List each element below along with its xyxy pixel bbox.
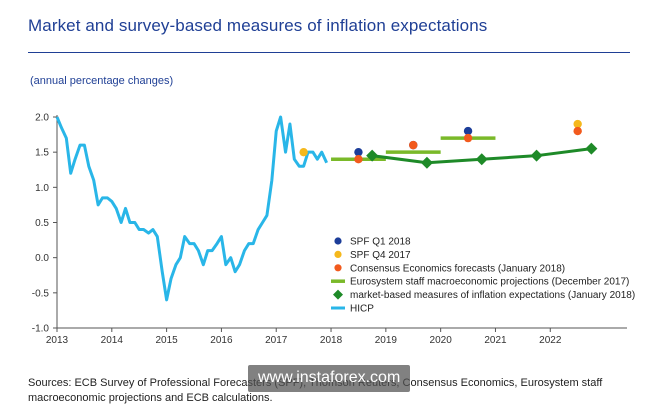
- y-tick-label: 1.0: [35, 183, 49, 194]
- forecast-point: [463, 133, 473, 143]
- chart-title: Market and survey-based measures of infl…: [28, 16, 488, 35]
- legend-label: Consensus Economics forecasts (January 2…: [350, 263, 565, 274]
- x-tick-label: 2018: [320, 335, 343, 346]
- y-tick-label: 0.5: [35, 218, 49, 229]
- legend-dot-marker: [334, 250, 342, 258]
- forecast-point: [463, 126, 473, 136]
- market-based-marker: [366, 149, 379, 162]
- x-tick-label: 2019: [375, 335, 398, 346]
- title-divider: [28, 52, 630, 53]
- x-tick-label: 2016: [210, 335, 233, 346]
- chart-subtitle: (annual percentage changes): [30, 75, 174, 87]
- legend-label: market-based measures of inflation expec…: [350, 290, 635, 301]
- hicp-line: [55, 115, 329, 302]
- forecast-point: [299, 147, 308, 157]
- x-tick-label: 2020: [430, 335, 453, 346]
- legend-dot-marker: [334, 264, 342, 272]
- legend-label: HICP: [350, 304, 374, 315]
- forecast-point: [409, 140, 418, 150]
- market-based-marker: [530, 149, 543, 162]
- x-tick-label: 2022: [539, 335, 562, 346]
- watermark: www.instaforex.com: [248, 365, 411, 392]
- legend-label: Eurosystem staff macroeconomic projectio…: [350, 277, 629, 288]
- market-based-marker: [585, 142, 598, 155]
- x-tick-label: 2014: [101, 335, 124, 346]
- forecast-point: [573, 119, 582, 129]
- legend-label: SPF Q1 2018: [350, 237, 411, 248]
- x-tick-label: 2013: [46, 335, 69, 346]
- x-tick-label: 2017: [265, 335, 288, 346]
- market-based-marker: [475, 153, 488, 166]
- forecast-point: [354, 147, 363, 157]
- legend-dot-marker: [334, 237, 342, 245]
- forecast-point: [573, 126, 582, 136]
- source-line-2: macroeconomic projections and ECB calcul…: [28, 392, 273, 404]
- legend-diamond-marker: [333, 289, 343, 300]
- market-based-marker: [420, 156, 433, 169]
- legend-label: SPF Q4 2017: [350, 250, 411, 261]
- y-tick-label: 2.0: [35, 113, 49, 124]
- x-tick-label: 2015: [155, 335, 178, 346]
- forecast-point: [354, 155, 363, 164]
- y-tick-label: -1.0: [32, 324, 50, 335]
- x-tick-label: 2021: [484, 335, 507, 346]
- legend: SPF Q1 2018 SPF Q4 2017 Consensus Economic…: [331, 237, 635, 315]
- y-tick-label: 0.0: [35, 253, 49, 264]
- y-tick-label: -0.5: [32, 288, 50, 299]
- y-tick-label: 1.5: [35, 148, 49, 159]
